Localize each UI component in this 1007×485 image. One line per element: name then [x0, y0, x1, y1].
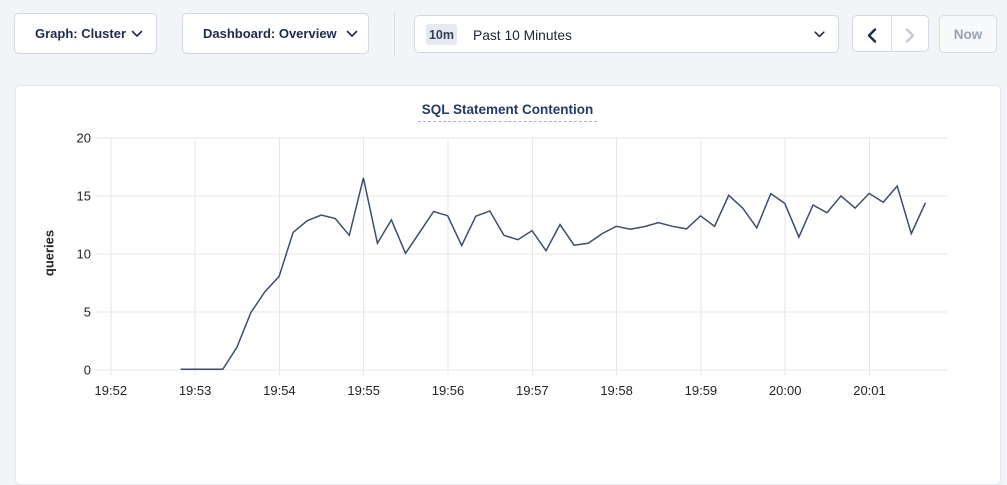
svg-text:20:00: 20:00 — [769, 383, 802, 398]
svg-text:5: 5 — [84, 305, 91, 320]
svg-text:10: 10 — [77, 247, 91, 262]
svg-text:queries: queries — [42, 230, 57, 276]
svg-text:20:01: 20:01 — [853, 383, 886, 398]
svg-text:19:53: 19:53 — [179, 383, 212, 398]
svg-text:15: 15 — [77, 189, 91, 204]
svg-text:19:59: 19:59 — [685, 383, 718, 398]
svg-text:19:52: 19:52 — [95, 383, 128, 398]
svg-text:19:57: 19:57 — [516, 383, 549, 398]
svg-text:0: 0 — [84, 363, 91, 378]
svg-text:19:56: 19:56 — [432, 383, 465, 398]
svg-text:19:58: 19:58 — [600, 383, 633, 398]
svg-text:20: 20 — [77, 131, 91, 146]
svg-text:19:55: 19:55 — [347, 383, 380, 398]
svg-text:19:54: 19:54 — [263, 383, 296, 398]
